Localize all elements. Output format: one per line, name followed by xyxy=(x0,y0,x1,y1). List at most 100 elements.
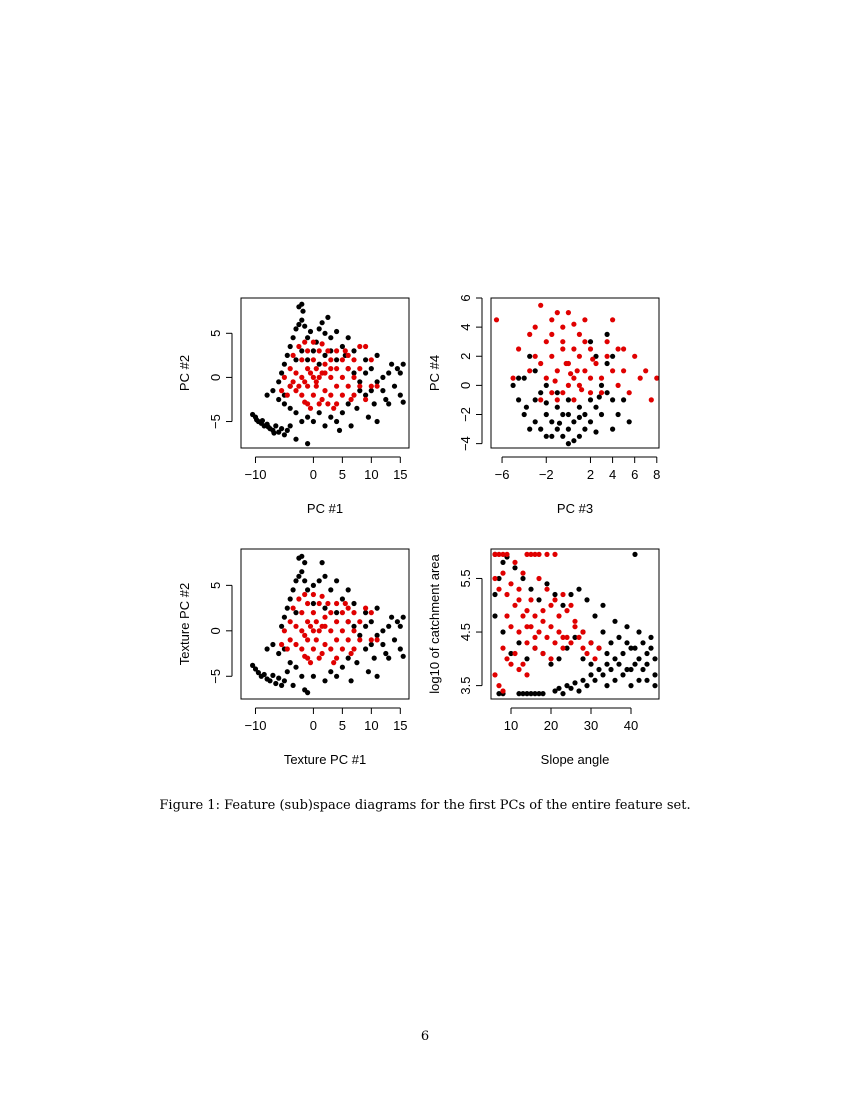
y-tick-label: −4 xyxy=(458,436,473,451)
data-point-series-2 xyxy=(313,383,319,389)
x-axis-label: PC #3 xyxy=(557,501,593,516)
data-point-series-2 xyxy=(543,339,549,345)
data-point-series-1 xyxy=(652,656,658,662)
data-point-series-1 xyxy=(580,677,586,683)
data-point-series-2 xyxy=(305,637,311,643)
data-point-series-1 xyxy=(556,420,563,426)
data-point-series-2 xyxy=(357,637,363,643)
y-tick-label: 6 xyxy=(458,294,473,301)
data-point-series-1 xyxy=(565,426,572,432)
data-point-series-1 xyxy=(267,678,273,684)
y-tick-label: 5 xyxy=(208,582,223,589)
data-point-series-2 xyxy=(299,628,305,634)
data-point-series-2 xyxy=(598,375,605,381)
data-point-series-1 xyxy=(279,623,285,629)
data-point-series-1 xyxy=(620,650,626,657)
data-point-series-1 xyxy=(299,673,305,679)
data-point-series-2 xyxy=(527,368,533,374)
data-point-series-2 xyxy=(549,331,555,337)
data-point-series-2 xyxy=(532,324,538,330)
data-point-series-2 xyxy=(287,619,293,625)
data-point-series-2 xyxy=(571,375,577,381)
data-point-series-2 xyxy=(307,370,314,376)
data-point-series-2 xyxy=(549,390,555,396)
data-point-series-2 xyxy=(334,348,340,354)
data-point-series-2 xyxy=(504,613,510,619)
data-point-series-1 xyxy=(351,600,357,607)
data-point-series-1 xyxy=(299,317,305,323)
data-point-series-1 xyxy=(636,656,642,662)
data-point-series-2 xyxy=(316,374,322,380)
y-tick-label: 0 xyxy=(208,374,223,381)
data-point-series-2 xyxy=(302,399,308,405)
data-point-series-1 xyxy=(287,596,293,602)
data-point-series-2 xyxy=(520,613,526,619)
data-point-series-1 xyxy=(287,405,293,411)
data-point-series-2 xyxy=(544,551,550,558)
data-point-series-2 xyxy=(351,610,357,616)
data-point-series-2 xyxy=(339,628,345,634)
data-point-series-2 xyxy=(357,366,363,372)
data-point-series-1 xyxy=(334,357,340,363)
data-point-series-2 xyxy=(512,602,518,608)
data-point-series-1 xyxy=(527,426,533,432)
data-point-series-1 xyxy=(496,691,502,697)
data-point-series-1 xyxy=(339,410,345,416)
data-point-series-1 xyxy=(648,634,654,641)
data-point-series-1 xyxy=(572,634,578,641)
data-point-series-2 xyxy=(339,374,345,380)
data-point-series-1 xyxy=(365,414,371,420)
data-point-series-2 xyxy=(307,660,314,666)
data-point-series-2 xyxy=(549,317,555,323)
data-point-series-1 xyxy=(524,656,530,662)
x-tick-label: 10 xyxy=(364,718,378,733)
data-point-series-1 xyxy=(587,397,594,403)
data-point-series-1 xyxy=(496,575,502,582)
data-point-series-2 xyxy=(604,353,610,359)
data-point-series-2 xyxy=(348,396,354,403)
data-point-series-1 xyxy=(293,326,299,332)
data-point-series-2 xyxy=(610,368,616,374)
data-point-series-2 xyxy=(368,637,374,643)
data-point-series-2 xyxy=(532,613,538,619)
data-point-series-1 xyxy=(604,390,610,396)
data-point-series-1 xyxy=(600,602,606,608)
data-point-series-2 xyxy=(504,656,510,662)
data-point-series-1 xyxy=(374,673,380,679)
data-point-series-1 xyxy=(492,591,498,598)
data-point-series-2 xyxy=(284,392,290,398)
x-tick-label: 8 xyxy=(653,467,660,482)
data-point-series-1 xyxy=(565,397,572,403)
data-point-series-1 xyxy=(596,394,602,400)
data-point-series-1 xyxy=(584,597,590,603)
data-point-series-1 xyxy=(310,582,316,589)
data-point-series-1 xyxy=(576,586,582,592)
data-point-series-1 xyxy=(528,586,534,592)
data-point-series-1 xyxy=(520,691,526,697)
data-point-series-2 xyxy=(345,366,351,372)
y-tick-label: −5 xyxy=(208,414,223,429)
data-point-series-2 xyxy=(310,357,316,363)
data-point-series-2 xyxy=(637,375,643,381)
data-point-series-2 xyxy=(299,374,305,380)
data-point-series-2 xyxy=(287,383,293,389)
data-point-series-1 xyxy=(296,573,302,579)
data-point-series-2 xyxy=(342,348,348,354)
data-point-series-2 xyxy=(571,346,577,352)
data-point-series-2 xyxy=(316,628,322,634)
data-point-series-2 xyxy=(512,650,518,657)
data-point-series-1 xyxy=(354,405,360,411)
data-point-series-2 xyxy=(322,641,328,648)
data-point-series-2 xyxy=(532,551,538,558)
data-point-series-2 xyxy=(538,397,544,403)
data-point-series-1 xyxy=(290,587,296,593)
y-tick-label: 5.5 xyxy=(458,569,473,587)
data-point-series-2 xyxy=(532,634,538,641)
data-point-series-1 xyxy=(316,578,322,584)
data-point-series-1 xyxy=(644,677,650,683)
x-tick-label: 30 xyxy=(584,718,598,733)
x-tick-label: 5 xyxy=(339,718,346,733)
y-tick-label: 4.5 xyxy=(458,623,473,641)
data-point-series-1 xyxy=(604,331,610,337)
data-point-series-1 xyxy=(279,370,285,376)
